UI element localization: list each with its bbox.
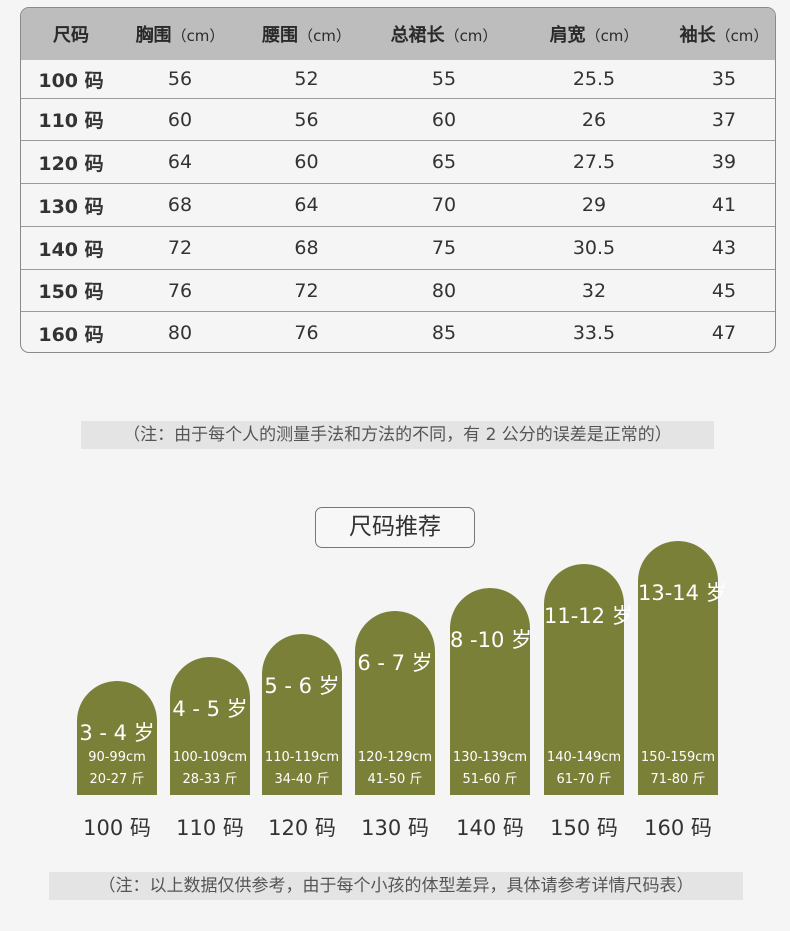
value-cell: 70 [431,194,457,216]
height-range: 90-99cm [88,750,146,765]
size-cell: 120 码 [38,152,104,175]
value-cell: 60 [431,108,457,131]
weight-range: 61-70 斤 [556,772,612,787]
height-range: 150-159cm [640,750,716,765]
size-bar: 8 -10 岁 130-139cm 51-60 斤 [450,588,533,795]
height-range: 120-129cm [357,750,433,765]
height-range: 140-149cm [546,750,622,765]
value-cell: 27.5 [572,151,616,173]
size-bar: 3 - 4 岁 90-99cm 20-27 斤 [77,681,157,795]
reference-note: （注：以上数据仅供参考，由于每个小孩的体型差异，具体请参考详情尺码表） [49,872,743,900]
height-range: 100-109cm [172,750,248,765]
age-label: 13-14 岁 [638,581,727,605]
size-bar: 11-12 岁 140-149cm 61-70 斤 [544,564,633,795]
weight-range: 71-80 斤 [650,772,706,787]
value-cell: 33.5 [572,322,616,344]
value-cell: 32 [581,279,607,302]
value-cell: 75 [431,237,457,259]
size-cell: 110 码 [38,110,104,132]
size-cell: 130 码 [38,195,104,218]
value-cell: 45 [711,279,737,302]
header-shoulder: 肩宽（cm） [549,25,639,46]
value-cell: 41 [711,194,737,216]
size-bar: 6 - 7 岁 120-129cm 41-50 斤 [355,611,435,795]
value-cell: 43 [711,237,737,259]
age-label: 8 -10 岁 [450,628,533,652]
size-label: 130 码 [361,816,429,840]
size-label: 140 码 [456,816,524,840]
size-cell: 100 码 [38,69,104,92]
value-cell: 56 [294,108,319,131]
age-label: 4 - 5 岁 [172,697,248,721]
size-bar: 5 - 6 岁 110-119cm 34-40 斤 [262,634,342,795]
age-label: 3 - 4 岁 [79,721,155,745]
value-cell: 80 [431,279,457,302]
value-cell: 26 [581,108,607,131]
weight-range: 51-60 斤 [462,772,518,787]
value-cell: 68 [167,194,193,216]
value-cell: 55 [431,68,457,90]
value-cell: 65 [431,151,457,173]
value-cell: 56 [167,68,193,90]
value-cell: 80 [167,322,193,344]
table-row: 100 码 56 52 55 25.5 35 [21,60,775,98]
size-bar: 4 - 5 岁 100-109cm 28-33 斤 [170,657,250,795]
value-cell: 30.5 [572,237,616,259]
size-label: 100 码 [83,816,151,840]
size-label: 160 码 [644,816,712,840]
weight-range: 28-33 斤 [182,772,238,787]
age-label: 11-12 岁 [544,604,633,628]
height-range: 130-139cm [452,750,528,765]
value-cell: 25.5 [572,68,616,90]
weight-range: 41-50 斤 [367,772,423,787]
measurement-note: （注：由于每个人的测量手法和方法的不同，有 2 公分的误差是正常的） [81,421,714,449]
header-waist: 腰围（cm） [262,25,351,46]
table-row: 130 码 68 64 70 29 41 [21,183,775,226]
size-cell: 160 码 [38,323,104,346]
value-cell: 52 [294,68,319,90]
value-cell: 68 [294,237,319,259]
size-cell: 140 码 [38,238,104,261]
value-cell: 60 [294,151,319,173]
value-cell: 60 [167,108,193,131]
table-row: 160 码 80 76 85 33.5 47 [21,311,775,352]
weight-range: 20-27 斤 [89,772,145,787]
size-label: 150 码 [550,816,618,840]
table-row: 120 码 64 60 65 27.5 39 [21,140,775,183]
table-row: 140 码 72 68 75 30.5 43 [21,226,775,269]
size-label: 120 码 [268,816,336,840]
value-cell: 47 [711,322,737,344]
value-cell: 64 [294,194,319,216]
table-row: 150 码 76 72 80 32 45 [21,269,775,311]
value-cell: 37 [711,108,737,131]
size-table: 尺码 胸围（cm） 腰围（cm） 总裙长（cm） 肩宽（cm） 袖长（cm） 1… [20,7,776,353]
header-sleeve: 袖长（cm） [679,25,769,46]
weight-range: 34-40 斤 [274,772,330,787]
recommend-title: 尺码推荐 [315,507,475,548]
value-cell: 35 [711,68,737,90]
size-bar: 13-14 岁 150-159cm 71-80 斤 [638,541,727,795]
age-label: 5 - 6 岁 [264,674,340,698]
header-skirt-length: 总裙长（cm） [390,25,498,46]
table-header: 尺码 胸围（cm） 腰围（cm） 总裙长（cm） 肩宽（cm） 袖长（cm） [21,8,775,60]
table-body: 100 码 56 52 55 25.5 35 110 码 60 56 60 26 37 120 码 64 6… [21,60,775,352]
header-chest: 胸围（cm） [135,25,225,46]
age-label: 6 - 7 岁 [357,651,433,675]
value-cell: 72 [167,237,193,259]
value-cell: 39 [711,151,737,173]
table-row: 110 码 60 56 60 26 37 [21,98,775,140]
height-range: 110-119cm [264,750,340,765]
value-cell: 85 [431,322,457,344]
value-cell: 29 [581,194,607,216]
value-cell: 72 [294,279,319,302]
value-cell: 76 [167,279,193,302]
value-cell: 76 [294,322,319,344]
value-cell: 64 [167,151,193,173]
size-cell: 150 码 [38,281,104,303]
header-size: 尺码 [53,25,89,46]
size-label: 110 码 [176,816,244,840]
